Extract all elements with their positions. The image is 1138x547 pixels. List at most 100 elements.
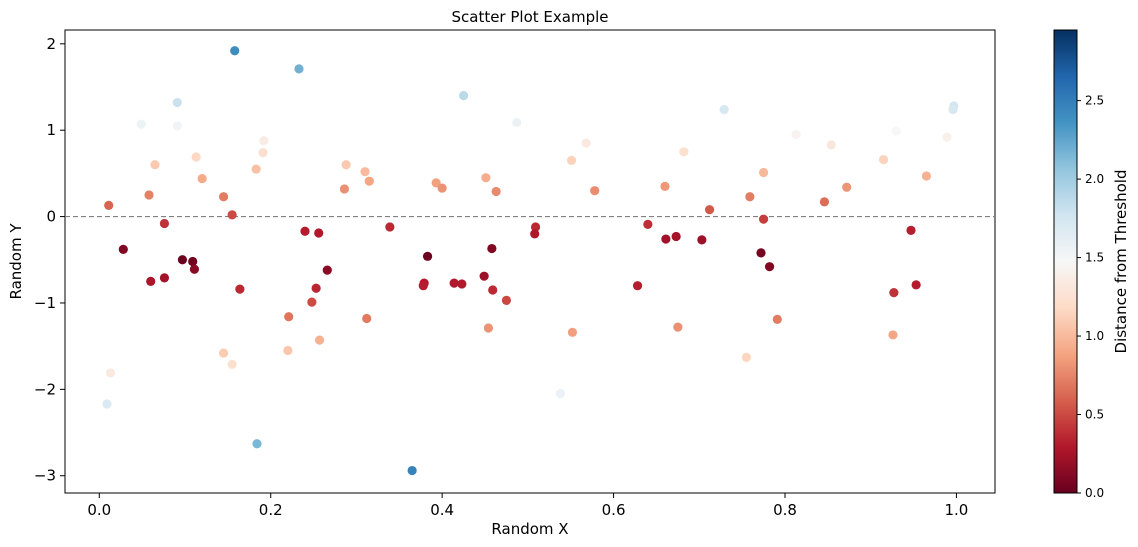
- y-tick-label: −3: [34, 467, 56, 485]
- data-point: [177, 255, 188, 265]
- data-point: [819, 197, 830, 207]
- data-point: [188, 256, 198, 267]
- y-tick-label: −1: [34, 294, 56, 312]
- data-point: [888, 330, 898, 340]
- data-point: [661, 234, 671, 244]
- data-points: [102, 46, 959, 476]
- data-point: [407, 465, 417, 476]
- data-point: [283, 345, 293, 356]
- data-point: [104, 200, 114, 210]
- data-point: [364, 176, 374, 186]
- y-axis-label: Random Y: [7, 223, 25, 300]
- data-point: [218, 348, 229, 358]
- data-point: [437, 183, 447, 193]
- y-tick-label: 0: [46, 208, 56, 226]
- data-point: [772, 314, 782, 324]
- colorbar-ticks: 0.0 0.5 1.0 1.5 2.0 2.5: [1077, 94, 1104, 500]
- x-tick-label: 0.2: [259, 501, 283, 519]
- x-tick-label: 0.0: [87, 501, 111, 519]
- data-point: [555, 389, 566, 399]
- data-point: [942, 132, 952, 142]
- data-point: [102, 399, 112, 409]
- data-point: [566, 155, 577, 166]
- x-tick-label: 0.4: [430, 501, 454, 519]
- data-point: [826, 140, 836, 150]
- data-point: [150, 160, 160, 170]
- data-point: [632, 281, 643, 291]
- data-point: [418, 281, 428, 291]
- y-tick-label: 1: [46, 121, 56, 139]
- data-point: [197, 173, 207, 184]
- data-point: [481, 173, 491, 183]
- data-point: [159, 273, 170, 283]
- data-point: [146, 276, 156, 286]
- x-tick-label: 0.6: [602, 501, 626, 519]
- data-point: [144, 190, 154, 200]
- data-point: [227, 210, 237, 220]
- data-point: [911, 280, 921, 290]
- data-point: [501, 295, 512, 305]
- data-point: [341, 160, 351, 170]
- data-point: [294, 64, 304, 74]
- data-point: [643, 219, 653, 229]
- data-point: [362, 313, 372, 324]
- data-point: [581, 138, 591, 148]
- data-point: [189, 264, 200, 274]
- colorbar-tick-label: 2.0: [1085, 172, 1104, 186]
- data-point: [252, 439, 262, 449]
- data-point: [258, 148, 268, 158]
- colorbar-tick-label: 2.5: [1085, 94, 1104, 108]
- data-point: [431, 178, 441, 188]
- data-point: [741, 352, 752, 362]
- data-point: [891, 126, 902, 136]
- data-point: [251, 164, 261, 174]
- data-point: [488, 285, 498, 295]
- data-point: [322, 265, 332, 275]
- data-point: [660, 181, 670, 191]
- data-point: [314, 335, 325, 345]
- data-point: [360, 167, 370, 177]
- data-point: [422, 251, 433, 261]
- x-tick-label: 1.0: [944, 501, 968, 519]
- data-point: [567, 327, 578, 337]
- data-point: [449, 278, 459, 288]
- data-point: [314, 228, 324, 238]
- data-point: [136, 119, 146, 129]
- data-point: [758, 214, 769, 224]
- data-point: [311, 283, 321, 293]
- data-point: [172, 121, 182, 131]
- data-point: [878, 154, 889, 165]
- data-point: [227, 359, 237, 369]
- data-point: [307, 297, 317, 307]
- data-point: [948, 104, 958, 115]
- data-point: [889, 287, 899, 298]
- data-point: [671, 231, 681, 242]
- data-point: [719, 104, 729, 115]
- data-point: [590, 186, 600, 196]
- colorbar-tick-label: 0.0: [1085, 486, 1104, 500]
- chart-title: Scatter Plot Example: [451, 8, 608, 26]
- data-point: [704, 205, 715, 215]
- colorbar-tick-label: 1.5: [1085, 251, 1104, 265]
- data-point: [118, 244, 128, 255]
- data-point: [697, 235, 707, 245]
- colorbar-tick-label: 1.0: [1085, 329, 1104, 343]
- x-tick-label: 0.8: [773, 501, 797, 519]
- data-point: [745, 192, 755, 202]
- data-point: [457, 279, 467, 289]
- data-point: [230, 46, 240, 56]
- data-point: [235, 284, 245, 294]
- data-point: [218, 192, 229, 202]
- colorbar-label: Distance from Threshold: [1112, 170, 1130, 354]
- data-point: [530, 222, 541, 232]
- data-point: [756, 248, 766, 258]
- data-point: [159, 218, 170, 229]
- y-tick-label: −2: [34, 380, 56, 398]
- data-point: [673, 322, 683, 332]
- data-point: [284, 312, 294, 322]
- colorbar: [1053, 29, 1078, 494]
- x-axis-label: Random X: [491, 520, 568, 538]
- data-point: [385, 222, 395, 232]
- data-point: [758, 167, 769, 178]
